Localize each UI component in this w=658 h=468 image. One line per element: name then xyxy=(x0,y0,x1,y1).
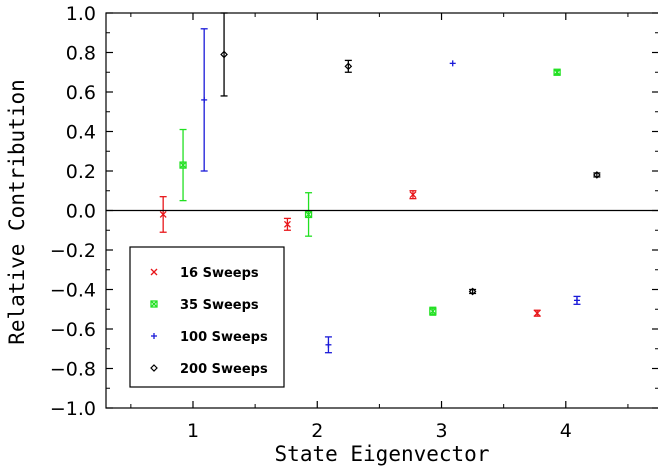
marker-stroke xyxy=(553,68,561,76)
y-tick-label: −1.0 xyxy=(50,398,96,420)
marker-diamond xyxy=(220,50,228,59)
legend-label: 35 Sweeps xyxy=(180,298,259,313)
data-point xyxy=(179,128,187,202)
data-point xyxy=(344,59,353,73)
series-200-sweeps xyxy=(220,12,601,296)
marker-stroke xyxy=(429,307,437,315)
marker-box xyxy=(179,161,187,169)
data-point xyxy=(283,217,291,231)
marker-box xyxy=(553,68,561,76)
data-point xyxy=(324,336,332,354)
y-tick-label: −0.8 xyxy=(50,359,96,381)
marker-plus xyxy=(325,341,332,348)
marker-diamond xyxy=(593,171,601,179)
legend-entry: 35 Sweeps xyxy=(150,298,259,313)
series-16-sweeps xyxy=(159,190,541,317)
marker-x xyxy=(409,191,417,199)
y-tick-label: 0.8 xyxy=(66,43,96,65)
x-tick-label: 3 xyxy=(435,420,447,442)
y-axis-title: Relative Contribution xyxy=(5,79,29,345)
series-100-sweeps xyxy=(200,28,581,354)
x-tick-label: 2 xyxy=(311,420,323,442)
series-35-sweeps xyxy=(179,68,561,316)
y-tick-label: −0.6 xyxy=(50,319,96,341)
legend-entries: 16 Sweeps 35 Sweeps 100 Sweeps 200 Sweeps xyxy=(150,266,268,377)
marker-stroke xyxy=(150,268,158,276)
x-tick-label: 1 xyxy=(187,420,199,442)
y-tick-label: 0.2 xyxy=(66,161,96,183)
data-point xyxy=(449,60,456,67)
legend-entry: 100 Sweeps xyxy=(151,330,268,345)
marker-plus xyxy=(573,297,580,304)
marker-x xyxy=(159,210,167,218)
x-axis-title: State Eigenvector xyxy=(275,442,490,466)
y-tick-label: −0.4 xyxy=(50,280,96,302)
data-point xyxy=(533,309,541,317)
data-point xyxy=(593,171,601,179)
marker-diamond xyxy=(344,62,353,71)
marker-diamond xyxy=(220,50,228,59)
marker-diamond xyxy=(468,287,477,296)
legend-label: 200 Sweeps xyxy=(180,362,268,377)
marker-stroke xyxy=(305,210,313,218)
marker-stroke xyxy=(159,210,167,218)
legend-label: 100 Sweeps xyxy=(180,330,268,345)
legend-entry: 200 Sweeps xyxy=(150,362,268,377)
marker-box-x xyxy=(553,68,561,76)
y-tick-label: −0.2 xyxy=(50,240,96,262)
marker-box-x xyxy=(304,210,313,219)
marker-stroke xyxy=(409,191,417,199)
tick-layer: −1.0 −0.8 −0.6 −0.4 −0.2 0.0 0.2 0.4 0.6 0.8 1.0 1 2… xyxy=(50,3,658,442)
marker-diamond xyxy=(344,62,353,71)
marker-plus xyxy=(151,333,157,339)
marker-diamond xyxy=(468,287,477,296)
legend: 16 Sweeps 35 Sweeps 100 Sweeps 200 Sweeps xyxy=(129,246,285,388)
data-point xyxy=(409,190,417,200)
marker-stroke xyxy=(179,161,187,169)
marker-box xyxy=(304,210,313,219)
data-point xyxy=(468,287,477,296)
marker-box xyxy=(150,300,158,308)
y-tick-label: 0.0 xyxy=(66,201,96,223)
marker-box-x xyxy=(429,307,437,315)
data-point xyxy=(553,68,561,76)
legend-entry: 16 Sweeps xyxy=(150,266,259,281)
marker-diamond xyxy=(593,171,601,179)
data-point xyxy=(220,12,228,97)
marker-stroke xyxy=(533,309,541,317)
marker-x xyxy=(283,220,291,228)
data-point xyxy=(573,295,581,305)
legend-label: 16 Sweeps xyxy=(180,266,259,281)
marker-plus xyxy=(449,60,456,67)
y-tick-label: 0.4 xyxy=(66,122,96,144)
data-point xyxy=(159,196,167,233)
marker-stroke xyxy=(150,300,158,308)
data-point xyxy=(429,306,437,316)
data-point xyxy=(304,192,313,237)
marker-box xyxy=(429,307,437,315)
y-tick-label: 1.0 xyxy=(66,3,96,25)
marker-box-x xyxy=(150,300,158,308)
marker-x xyxy=(150,268,158,276)
marker-diamond xyxy=(150,364,158,372)
marker-diamond xyxy=(150,364,158,372)
marker-plus xyxy=(201,96,208,103)
data-point xyxy=(200,28,208,172)
y-tick-label: 0.6 xyxy=(66,82,96,104)
marker-box-x xyxy=(179,161,187,169)
data-layer xyxy=(159,12,601,354)
x-tick-label: 4 xyxy=(560,420,572,442)
marker-stroke xyxy=(283,220,291,228)
marker-x xyxy=(533,309,541,317)
